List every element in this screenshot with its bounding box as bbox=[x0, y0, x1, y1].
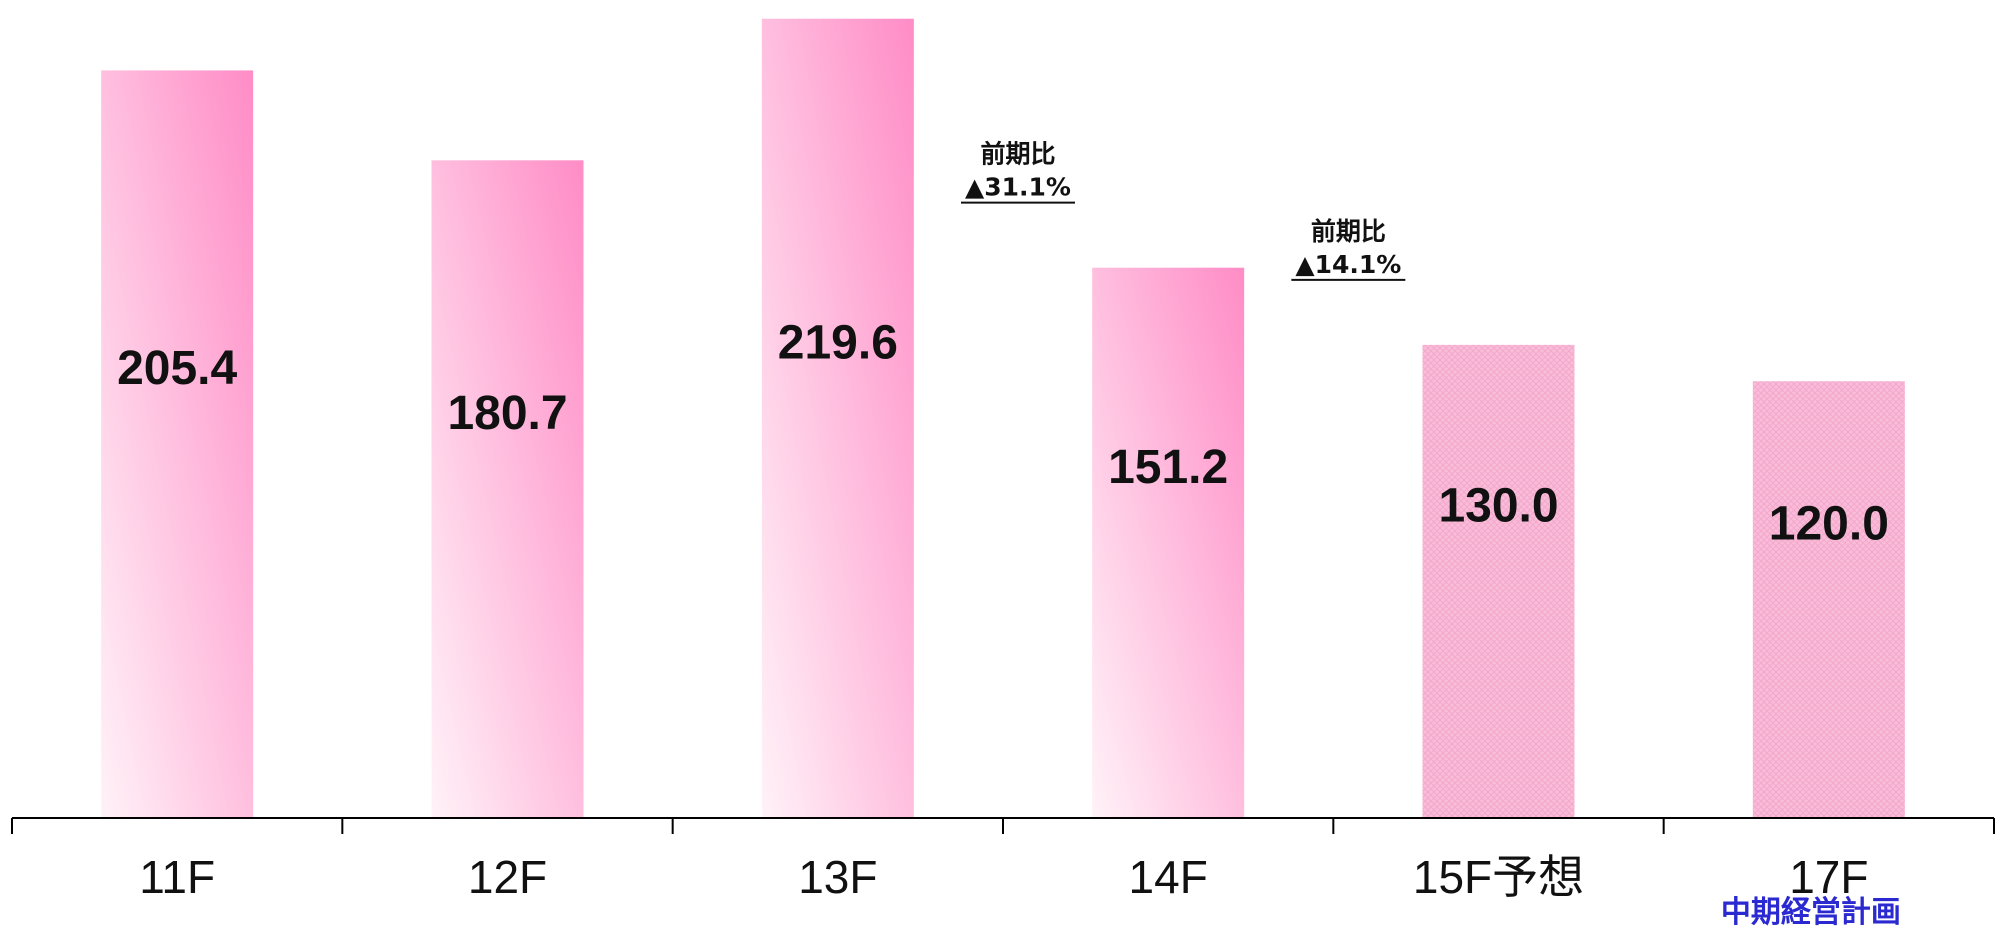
value-label-12F: 180.7 bbox=[447, 387, 567, 440]
value-label-11F: 205.4 bbox=[117, 342, 237, 395]
bars bbox=[101, 18, 1905, 819]
annotation-change: ▲31.1% bbox=[965, 173, 1071, 202]
value-label-14F: 151.2 bbox=[1108, 441, 1228, 494]
bar-15F予想 bbox=[1422, 344, 1575, 818]
annotation-14F: 前期比 ▲14.1% bbox=[1291, 217, 1406, 281]
category-label-12F: 12F bbox=[468, 851, 547, 903]
annotation-13F: 前期比 ▲31.1% bbox=[961, 140, 1075, 204]
bar-13F bbox=[761, 18, 914, 819]
annotations: 前期比 ▲31.1% 前期比 ▲14.1% bbox=[961, 140, 1406, 281]
category-label-11F: 11F bbox=[139, 851, 215, 903]
category-label-17F: 17F bbox=[1789, 851, 1868, 903]
annotation-change: ▲14.1% bbox=[1295, 250, 1401, 279]
value-labels: 205.4 180.7 219.6 151.2 130.0 120.0 bbox=[117, 316, 1889, 550]
x-axis bbox=[11, 817, 1995, 834]
bar-12F bbox=[431, 160, 584, 818]
sub-label-mid-term-plan: 中期経営計画 bbox=[1721, 895, 1901, 928]
bar-14F bbox=[1092, 267, 1245, 818]
value-label-17F: 120.0 bbox=[1769, 498, 1889, 551]
value-label-13F: 219.6 bbox=[778, 316, 898, 369]
annotation-title: 前期比 bbox=[980, 140, 1055, 169]
bar-11F bbox=[101, 70, 254, 818]
category-label-15F予想: 15F予想 bbox=[1413, 851, 1584, 903]
category-label-13F: 13F bbox=[798, 851, 877, 903]
annotation-title: 前期比 bbox=[1311, 217, 1386, 246]
category-label-14F: 14F bbox=[1129, 851, 1208, 903]
bar-17F bbox=[1752, 381, 1905, 818]
value-label-15F予想: 130.0 bbox=[1438, 479, 1558, 532]
